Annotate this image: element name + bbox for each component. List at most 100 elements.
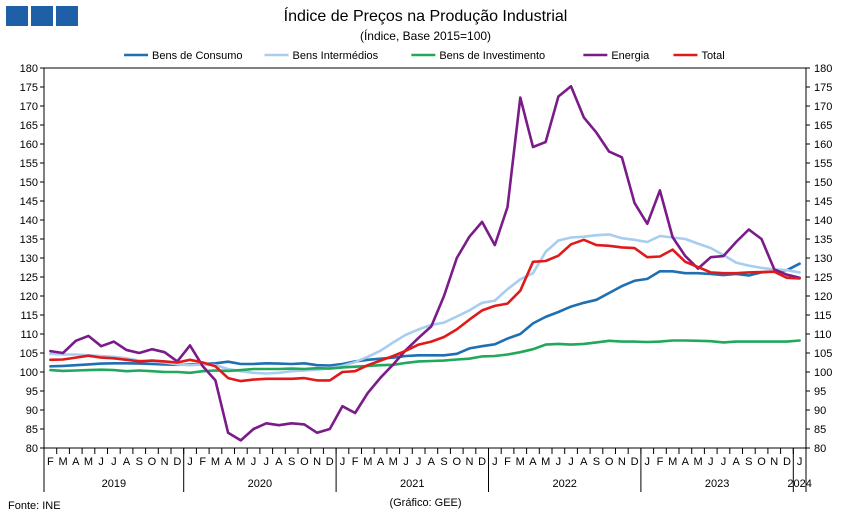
y-axis-left: 80 85 90 95 100 105 110 115 120 125 130 135 140 145 15… (20, 63, 44, 455)
month-label: D (783, 456, 791, 468)
month-label: A (123, 456, 131, 468)
month-label: A (428, 456, 436, 468)
ine-logo (6, 6, 78, 26)
month-label: J (340, 456, 346, 468)
month-label: D (631, 456, 639, 468)
y-tick-label: 130 (20, 253, 38, 265)
y-tick-label: 105 (20, 348, 38, 360)
legend: Bens de Consumo Bens Intermédios Bens de I… (124, 50, 725, 62)
month-label: O (300, 456, 309, 468)
month-label: J (403, 456, 409, 468)
y-tick-label: 160 (814, 139, 832, 151)
month-label: A (682, 456, 690, 468)
y-tick-label: 115 (814, 310, 832, 322)
y-tick-label: 140 (814, 215, 832, 227)
year-label: 2023 (705, 478, 729, 490)
y-tick-label: 165 (20, 120, 38, 132)
month-label: J (645, 456, 651, 468)
month-label: A (72, 456, 80, 468)
month-label: M (84, 456, 93, 468)
month-label: J (264, 456, 270, 468)
month-label: M (363, 456, 372, 468)
series-line-bens-interm-dios (49, 233, 801, 375)
year-label: 2019 (102, 478, 126, 490)
month-label: S (593, 456, 600, 468)
month-label: D (478, 456, 486, 468)
month-label: J (708, 456, 714, 468)
y-tick-label: 125 (814, 272, 832, 284)
chart-subtitle: (Índice, Base 2015=100) (359, 29, 492, 43)
month-label: F (657, 456, 664, 468)
plot-frame (43, 67, 807, 449)
month-label: N (465, 456, 473, 468)
month-label: N (313, 456, 321, 468)
month-label: O (757, 456, 766, 468)
credit-note: (Gráfico: GEE) (389, 497, 462, 509)
y-tick-label: 160 (20, 139, 38, 151)
month-label: A (580, 456, 588, 468)
y-tick-label: 120 (20, 291, 38, 303)
month-label: F (199, 456, 206, 468)
month-label: M (389, 456, 398, 468)
source-note: Fonte: INE (8, 500, 61, 512)
month-label: M (541, 456, 550, 468)
y-tick-label: 135 (814, 234, 832, 246)
month-label: D (326, 456, 334, 468)
month-label: N (770, 456, 778, 468)
y-tick-label: 155 (814, 158, 832, 170)
month-label: N (161, 456, 169, 468)
month-label: N (618, 456, 626, 468)
y-tick-label: 90 (814, 405, 826, 417)
y-tick-label: 175 (20, 82, 38, 94)
month-label: J (187, 456, 193, 468)
y-tick-label: 150 (20, 177, 38, 189)
y-tick-label: 105 (814, 348, 832, 360)
y-tick-label: 100 (20, 367, 38, 379)
month-label: S (745, 456, 752, 468)
y-tick-label: 145 (814, 196, 832, 208)
y-tick-label: 95 (26, 386, 38, 398)
logo-square (6, 6, 28, 26)
series-lines (49, 84, 801, 442)
logo-square (31, 6, 53, 26)
month-label: J (416, 456, 422, 468)
y-tick-label: 150 (814, 177, 832, 189)
series-line-energia (49, 84, 801, 442)
month-label: A (377, 456, 385, 468)
y-tick-label: 170 (20, 101, 38, 113)
legend-label-bens-de-consumo: Bens de Consumo (152, 50, 243, 62)
y-tick-label: 175 (814, 82, 832, 94)
y-tick-label: 125 (20, 272, 38, 284)
legend-label-total: Total (701, 50, 724, 62)
y-tick-label: 85 (26, 424, 38, 436)
y-tick-label: 110 (20, 329, 38, 341)
month-label: J (797, 456, 803, 468)
month-label: A (224, 456, 232, 468)
month-label: J (98, 456, 104, 468)
month-label: J (556, 456, 562, 468)
y-tick-label: 130 (814, 253, 832, 265)
y-tick-label: 180 (20, 63, 38, 75)
y-tick-label: 85 (814, 424, 826, 436)
y-tick-label: 80 (26, 443, 38, 455)
year-label: 2020 (248, 478, 272, 490)
y-tick-label: 135 (20, 234, 38, 246)
month-label: J (492, 456, 498, 468)
month-label: D (173, 456, 181, 468)
month-label: S (440, 456, 447, 468)
y-tick-label: 110 (814, 329, 832, 341)
year-label: 2024 (787, 478, 811, 490)
month-label: F (504, 456, 511, 468)
y-tick-label: 120 (814, 291, 832, 303)
series-line-bens-de-investimento (49, 339, 801, 375)
month-label: S (136, 456, 143, 468)
series-line-total (49, 238, 801, 383)
month-label: M (516, 456, 525, 468)
month-label: S (288, 456, 295, 468)
month-label: O (605, 456, 614, 468)
month-label: M (693, 456, 702, 468)
month-label: M (211, 456, 220, 468)
y-tick-label: 90 (26, 405, 38, 417)
logo-square (56, 6, 78, 26)
